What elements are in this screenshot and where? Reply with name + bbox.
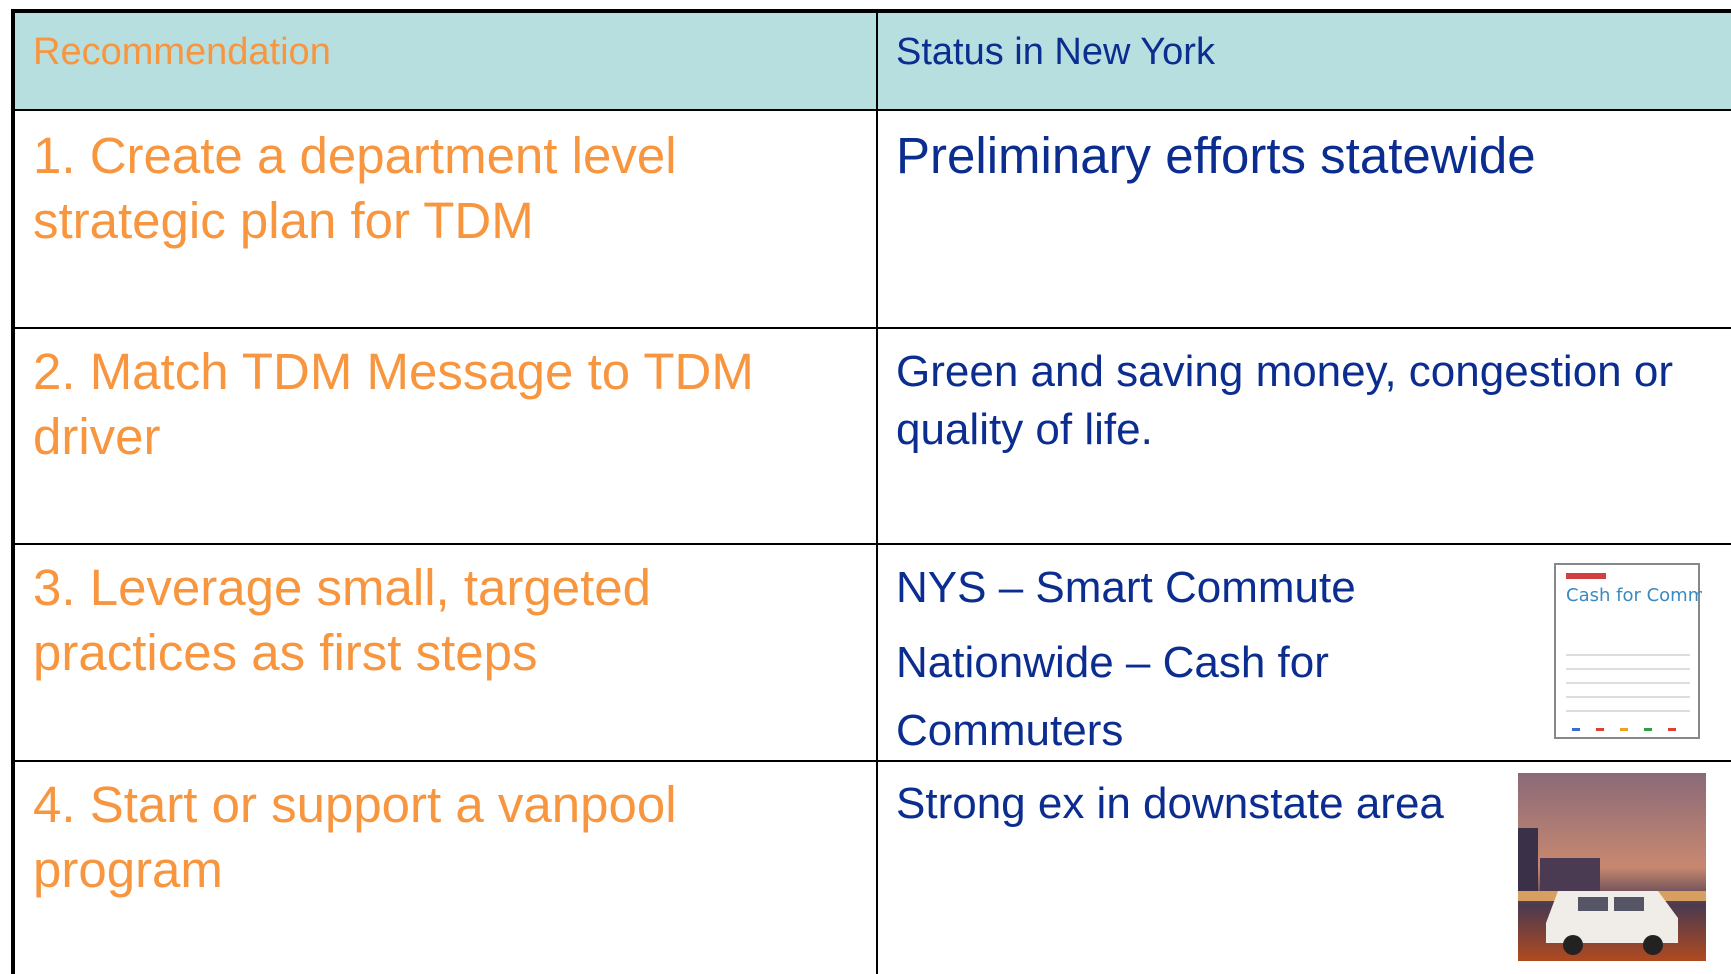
recommendation: 1. Create a department level strategic p… xyxy=(33,127,677,249)
header-cell: Status in New York xyxy=(896,31,1215,73)
cash-for-commuters-image: Cash for Commuters xyxy=(1554,563,1702,739)
vanpool-photo xyxy=(1518,773,1706,961)
status-line: NYS – Smart Commute xyxy=(896,563,1356,612)
status: Strong ex in downstate area xyxy=(896,779,1444,828)
column-divider xyxy=(876,11,878,974)
outer-top-border xyxy=(11,9,1731,13)
image-text: Cash for Commuters xyxy=(1566,585,1702,606)
status-line: Nationwide – Cash for Commuters xyxy=(896,638,1329,756)
logo xyxy=(1566,573,1606,579)
lines xyxy=(1566,654,1690,712)
row-border xyxy=(13,327,1731,329)
recommendation: 3. Leverage small, targeted practices as… xyxy=(33,559,652,681)
row-border xyxy=(13,543,1731,545)
header-cell: Recommendation xyxy=(33,31,331,73)
dashes xyxy=(1572,728,1676,731)
status: Preliminary efforts statewide xyxy=(896,127,1536,184)
row-border xyxy=(13,760,1731,762)
recommendation: 4. Start or support a vanpool program xyxy=(33,776,677,898)
row-border xyxy=(13,109,1731,111)
header-bg xyxy=(13,11,1731,110)
outer-left-border xyxy=(11,9,15,974)
recommendation: 2. Match TDM Message to TDM driver xyxy=(33,343,754,465)
status: Green and saving money, congestion or qu… xyxy=(896,347,1673,455)
image-frame xyxy=(1554,563,1700,739)
